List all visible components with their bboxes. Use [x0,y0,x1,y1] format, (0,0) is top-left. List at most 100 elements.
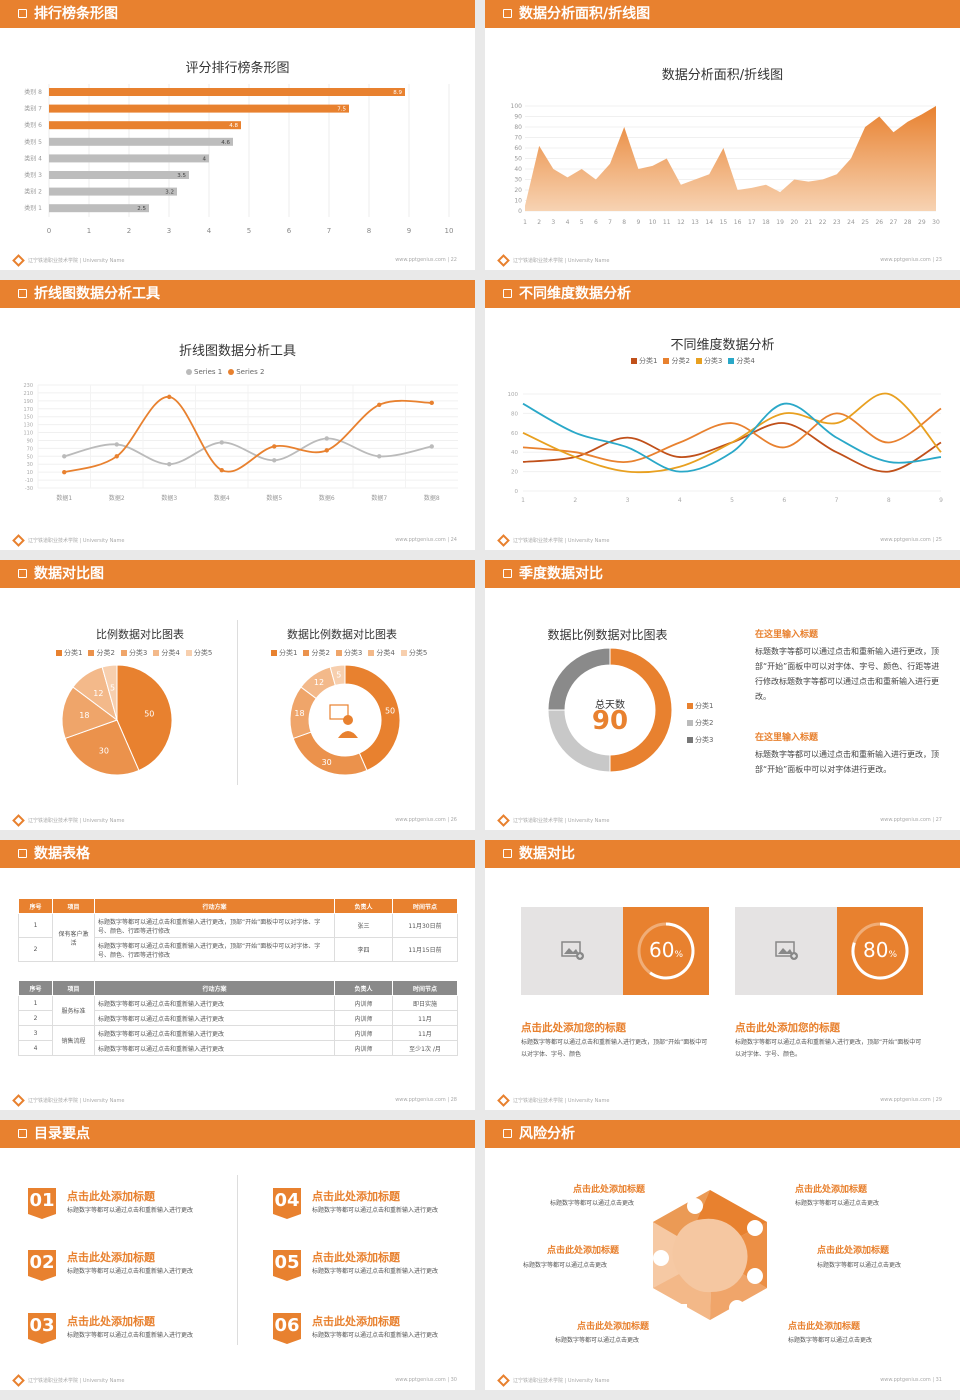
y-tick-label: 40 [511,450,518,456]
footer-school: 辽宁铁道职业技术学院 | University Name [513,258,610,264]
slide-area-chart: 数据分析面积/折线图 数据分析面积/折线图 0 10 20 30 40 50 60 70 80 9… [485,0,960,270]
chart-title: 折线图数据分析工具 [178,344,296,359]
x-tick-label: 10 [445,227,454,235]
x-tick-label: 数据1 [56,494,72,502]
x-tick-label: 7 [327,227,331,235]
risk-title: 点击此处添加标题 [788,1322,861,1332]
footer-url: www.pptgenius.com [395,257,446,263]
x-tick-label: 3 [551,219,555,226]
chart-legend: Series 1 Series 2 [180,368,264,376]
x-tick-label: 6 [594,219,598,226]
bar-value-label: 2.5 [137,206,146,212]
page-number: 30 [450,1377,457,1383]
footer-url: www.pptgenius.com [880,537,931,543]
logo-icon [12,1094,25,1107]
pie-slice [101,664,118,721]
x-tick-label: 4 [207,227,212,235]
item-title: 点击此处添加标题 [67,1190,155,1203]
image-placeholder[interactable] [521,907,623,995]
user-icon-body [338,731,358,738]
donut-legend: 分类1 分类2 分类3 分类4 分类5 [265,648,427,658]
slide-header: 数据分析面积/折线图 [485,0,960,28]
checkbox-icon [503,1129,512,1138]
x-tick-label: 3 [626,497,630,504]
x-tick-label: 10 [649,219,657,226]
y-tick-label: 30 [514,177,522,184]
slide-title: 数据表格 [34,846,90,862]
data-point [377,454,382,459]
logo-icon [497,1094,510,1107]
slice-label: 30 [99,746,109,755]
legend-swatch [631,358,637,364]
bar-value-label: 4.6 [221,140,230,146]
checkbox-icon [503,569,512,578]
legend-label: 分类1 [64,649,83,657]
bar [49,121,241,130]
bar [49,171,189,179]
y-tick-label: 10 [27,470,33,476]
item-text: 标题数字等都可以通过点击和重新输入进行更改 [67,1332,194,1339]
footer-school: 辽宁铁道职业技术学院 | University Name [513,1378,610,1384]
pie-slice [64,719,140,776]
x-tick-label: 9 [636,219,640,226]
slide-header: 不同维度数据分析 [485,280,960,308]
data-point [429,400,434,406]
pie-slice [344,664,401,772]
risk-text: 标题数字等都可以通过点击更改 [795,1200,880,1207]
pie-legend: 分类1 分类2 分类3 分类4 分类5 [50,648,212,658]
footer-right: www.pptgenius.com | 26 [395,817,457,823]
slide-title: 数据分析面积/折线图 [519,6,651,22]
col-header: 序号 [18,980,53,996]
page-number: 31 [935,1377,942,1383]
footer: 辽宁铁道职业技术学院 | University Name www.pptgeniu… [485,1370,960,1390]
legend-label: 分类1 [639,357,658,365]
x-tick-label: 16 [734,219,742,226]
x-tick-label: 9 [407,227,411,235]
x-tick-label: 数据3 [161,494,177,502]
x-tick-label: 25 [861,219,869,226]
data-point [114,454,119,459]
x-tick-label: 2 [537,219,541,226]
card-text: 标题数字等都可以通过点击和重新输入进行更改，顶部“开始”面板中可以对字体、字号、… [521,1039,708,1058]
y-tick-label: 50 [27,454,33,460]
logo-icon [497,254,510,267]
footer-url: www.pptgenius.com [395,1097,446,1103]
bar-chart: 0 1 2 3 4 5 6 7 8 9 10 类别 8 8.9 类别 7 7.5 类别 6 4.8 类别 5 4.6… [24,84,454,235]
item-text: 标题数字等都可以通过点击和重新输入进行更改 [312,1332,439,1339]
footer-right: www.pptgenius.com | 31 [880,1377,942,1383]
footer-school: 辽宁铁道职业技术学院 | University Name [28,1378,125,1384]
legend-label: 分类3 [128,649,148,657]
y-tick-label: 110 [23,431,33,437]
legend-swatch [56,650,62,656]
logo-icon [497,814,510,827]
col-header: 时间节点 [392,898,458,914]
data-point [62,469,67,475]
item-title: 点击此处添加标题 [312,1315,400,1328]
slide-key-points: 目录要点 01 点击此处添加标题 标题数字等都可以通过点击和重新输入进行更改 0… [0,1120,475,1390]
legend-item: 分类1 [687,698,713,715]
y-tick-label: 70 [514,135,522,142]
page-number: 25 [935,537,942,543]
risk-cycle-diagram [653,1190,767,1320]
text-body: 标题数字等都可以通过点击和重新输入进行更改，顶部“开始”面板中可以对字体、字号、… [755,647,940,701]
legend-swatch [271,650,277,656]
item-title: 点击此处添加标题 [312,1251,400,1264]
legend-label: 分类4 [736,357,755,365]
slide-title: 排行榜条形图 [34,6,118,22]
slice-label: 5 [336,670,341,679]
slide-compare-pies: 数据对比图 比例数据对比图表 数据比例数据对比图表 分类1 分类2 分类3 分类4 分类… [0,560,475,830]
legend-label: 分类1 [695,702,714,710]
legend-label: 分类5 [408,649,428,657]
image-placeholder[interactable] [735,907,837,995]
x-tick-label: 8 [887,497,891,504]
legend-swatch [695,358,702,364]
slide-header: 数据对比 [485,840,960,868]
logo-icon [12,814,25,827]
cell: 内训师 [334,995,393,1011]
item-text: 标题数字等都可以通过点击和重新输入进行更改 [67,1268,194,1275]
footer: 辽宁铁道职业技术学院 | University Name www.pptgeniu… [0,1090,475,1110]
text-heading: 在这里输入标题 [755,733,819,743]
checkbox-icon [503,849,512,858]
x-tick-label: 28 [904,219,912,226]
x-tick-label: 6 [287,227,292,235]
